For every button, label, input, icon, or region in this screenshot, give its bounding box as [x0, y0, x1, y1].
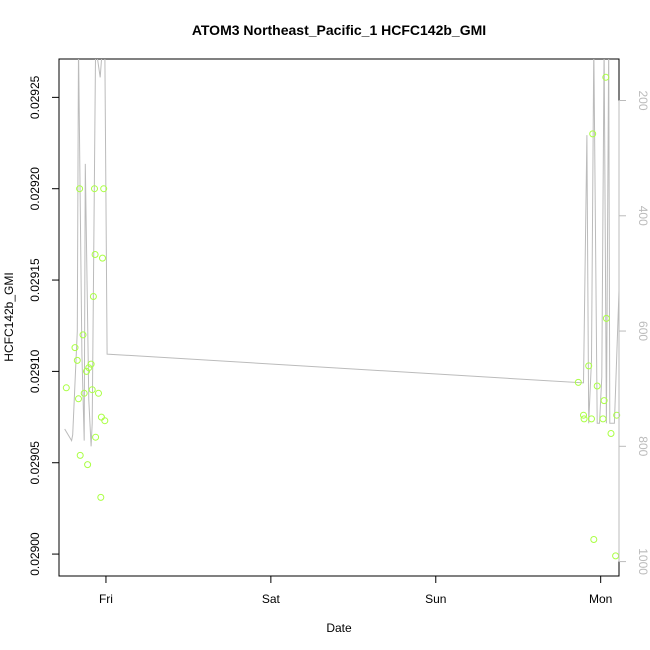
y-right-tick-label: 600 [636, 321, 650, 341]
y-right-tick-label: 200 [636, 90, 650, 110]
data-point [585, 362, 593, 370]
y-right-tick-label: 800 [636, 436, 650, 456]
y-tick-label: 0.02905 [28, 441, 42, 485]
y-right-tick-label: 400 [636, 206, 650, 226]
data-point [71, 344, 79, 352]
data-point [580, 415, 588, 423]
data-point [83, 367, 90, 375]
data-point [91, 185, 98, 193]
data-point [95, 389, 102, 397]
data-point [612, 552, 620, 560]
x-tick-label: Fri [99, 592, 113, 606]
data-point [99, 254, 106, 262]
data-point [100, 185, 108, 193]
y-axis: 0.02900 0.02905 0.02910 0.02915 0.02920 0.029… [28, 75, 60, 576]
data-point [600, 397, 608, 405]
x-tick-label: Sun [425, 592, 446, 606]
data-point [87, 360, 95, 368]
data-point [97, 493, 105, 501]
data-point [97, 413, 105, 421]
data-point [89, 293, 97, 300]
data-point [62, 384, 70, 392]
y-tick-label: 0.02910 [28, 349, 42, 393]
y-right-tick-label: 1000 [636, 548, 650, 575]
data-point [91, 251, 99, 258]
y-axis-right: 200 400 600 800 1000 [618, 90, 650, 575]
data-point [79, 331, 87, 339]
data-point [607, 430, 615, 437]
data-point [599, 415, 607, 423]
data-point [613, 411, 621, 419]
y-axis-label: HCFC142b_GMI [2, 272, 16, 361]
data-point [85, 364, 93, 372]
data-point [589, 130, 597, 138]
plot-frame [58, 58, 620, 577]
data-point [76, 185, 84, 193]
data-point [75, 395, 82, 403]
y-tick-label: 0.02915 [28, 258, 42, 302]
y-tick-label: 0.02925 [28, 75, 42, 119]
y-tick-label: 0.02900 [28, 532, 42, 576]
data-point [602, 73, 610, 81]
series-line [64, 59, 619, 447]
data-point [590, 536, 598, 543]
x-tick-label: Mon [589, 592, 612, 606]
data-point [92, 433, 100, 441]
x-tick-label: Sat [262, 592, 281, 606]
data-point [88, 386, 96, 394]
data-point [580, 411, 587, 419]
x-axis: Fri Sat Sun Mon [99, 575, 612, 606]
x-axis-label: Date [326, 621, 352, 635]
data-point [73, 356, 81, 364]
data-point [593, 382, 601, 390]
data-point [574, 378, 582, 386]
data-point [588, 415, 595, 423]
y-tick-label: 0.02920 [28, 167, 42, 211]
point-series [62, 73, 621, 560]
data-point [76, 451, 84, 459]
data-point [602, 314, 610, 322]
line-series [64, 59, 619, 447]
chart-title: ATOM3 Northeast_Pacific_1 HCFC142b_GMI [192, 22, 486, 38]
data-point [80, 389, 88, 397]
data-point [101, 417, 109, 425]
data-point [84, 461, 92, 469]
